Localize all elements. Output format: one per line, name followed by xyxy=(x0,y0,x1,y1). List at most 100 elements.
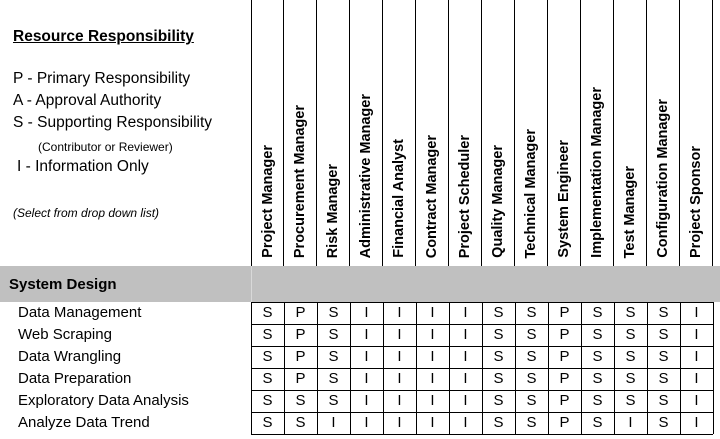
role-header-implementation-manager: Implementation Manager xyxy=(581,0,614,266)
responsibility-cell[interactable]: P xyxy=(559,348,570,365)
role-label: Quality Manager xyxy=(490,145,506,258)
role-label: Project Sponsor xyxy=(688,146,704,258)
responsibility-cell[interactable]: I xyxy=(463,348,468,365)
responsibility-cell[interactable]: I xyxy=(364,326,369,343)
responsibility-cell[interactable]: S xyxy=(658,370,669,387)
responsibility-cell[interactable]: S xyxy=(658,392,669,409)
role-label: Risk Manager xyxy=(325,163,341,258)
responsibility-cell[interactable]: S xyxy=(526,414,537,431)
responsibility-cell[interactable]: I xyxy=(694,370,699,387)
responsibility-cell[interactable]: S xyxy=(526,370,537,387)
responsibility-cell[interactable]: S xyxy=(592,326,603,343)
responsibility-cell[interactable]: I xyxy=(364,414,369,431)
responsibility-cell[interactable]: I xyxy=(463,414,468,431)
responsibility-cell[interactable]: I xyxy=(430,370,435,387)
responsibility-cell[interactable]: S xyxy=(625,304,636,321)
responsibility-cell[interactable]: S xyxy=(493,414,504,431)
responsibility-cell[interactable]: P xyxy=(295,304,306,321)
responsibility-cell[interactable]: S xyxy=(658,326,669,343)
responsibility-cell[interactable]: P xyxy=(295,348,306,365)
role-label: System Engineer xyxy=(556,140,572,258)
responsibility-cell[interactable]: S xyxy=(625,326,636,343)
responsibility-cell[interactable]: S xyxy=(592,304,603,321)
responsibility-cell[interactable]: S xyxy=(625,370,636,387)
responsibility-cell[interactable]: S xyxy=(625,392,636,409)
responsibility-cell[interactable]: I xyxy=(694,304,699,321)
responsibility-cell[interactable]: I xyxy=(463,304,468,321)
responsibility-cell[interactable]: S xyxy=(526,326,537,343)
responsibility-cell[interactable]: I xyxy=(397,392,402,409)
role-header-project-manager: Project Manager xyxy=(251,0,284,266)
responsibility-cell[interactable]: I xyxy=(430,304,435,321)
responsibility-cell[interactable]: P xyxy=(559,370,570,387)
responsibility-cell[interactable]: I xyxy=(364,348,369,365)
responsibility-cell[interactable]: S xyxy=(625,348,636,365)
grid-hline xyxy=(251,302,713,303)
responsibility-cell[interactable]: S xyxy=(295,414,306,431)
responsibility-cell[interactable]: S xyxy=(658,304,669,321)
responsibility-cell[interactable]: P xyxy=(295,326,306,343)
role-header-financial-analyst: Financial Analyst xyxy=(383,0,416,266)
responsibility-cell[interactable]: S xyxy=(328,370,339,387)
responsibility-cell[interactable]: I xyxy=(628,414,633,431)
role-header-quality-manager: Quality Manager xyxy=(482,0,515,266)
responsibility-cell[interactable]: S xyxy=(262,392,273,409)
legend-supporting: S - Supporting Responsibility xyxy=(13,114,213,131)
responsibility-cell[interactable]: S xyxy=(592,348,603,365)
responsibility-cell[interactable]: S xyxy=(328,326,339,343)
responsibility-cell[interactable]: S xyxy=(262,326,273,343)
responsibility-cell[interactable]: P xyxy=(559,304,570,321)
responsibility-cell[interactable]: S xyxy=(592,414,603,431)
responsibility-cell[interactable]: S xyxy=(658,348,669,365)
responsibility-cell[interactable]: S xyxy=(262,414,273,431)
responsibility-cell[interactable]: P xyxy=(559,414,570,431)
responsibility-cell[interactable]: P xyxy=(559,326,570,343)
responsibility-cell[interactable]: S xyxy=(328,304,339,321)
responsibility-cell[interactable]: I xyxy=(463,326,468,343)
role-label: Test Manager xyxy=(622,165,638,258)
responsibility-cell[interactable]: S xyxy=(328,392,339,409)
responsibility-cell[interactable]: S xyxy=(493,348,504,365)
responsibility-cell[interactable]: I xyxy=(430,414,435,431)
responsibility-cell[interactable]: S xyxy=(493,326,504,343)
responsibility-cell[interactable]: I xyxy=(694,326,699,343)
responsibility-cell[interactable]: S xyxy=(526,392,537,409)
task-name: Web Scraping xyxy=(18,326,112,343)
responsibility-cell[interactable]: I xyxy=(430,326,435,343)
responsibility-cell[interactable]: S xyxy=(262,304,273,321)
responsibility-cell[interactable]: I xyxy=(397,414,402,431)
responsibility-cell[interactable]: I xyxy=(430,348,435,365)
responsibility-cell[interactable]: I xyxy=(430,392,435,409)
responsibility-cell[interactable]: P xyxy=(559,392,570,409)
responsibility-cell[interactable]: S xyxy=(592,370,603,387)
responsibility-cell[interactable]: S xyxy=(493,370,504,387)
grid-hline xyxy=(251,324,713,325)
responsibility-cell[interactable]: I xyxy=(463,370,468,387)
responsibility-cell[interactable]: I xyxy=(397,348,402,365)
responsibility-cell[interactable]: I xyxy=(463,392,468,409)
responsibility-cell[interactable]: I xyxy=(364,370,369,387)
responsibility-cell[interactable]: S xyxy=(493,392,504,409)
responsibility-cell[interactable]: S xyxy=(493,304,504,321)
responsibility-cell[interactable]: I xyxy=(694,414,699,431)
responsibility-cell[interactable]: I xyxy=(694,348,699,365)
responsibility-cell[interactable]: S xyxy=(658,414,669,431)
responsibility-cell[interactable]: S xyxy=(592,392,603,409)
responsibility-cell[interactable]: I xyxy=(364,392,369,409)
responsibility-cell[interactable]: S xyxy=(526,304,537,321)
responsibility-cell[interactable]: S xyxy=(295,392,306,409)
responsibility-cell[interactable]: S xyxy=(526,348,537,365)
responsibility-cell[interactable]: I xyxy=(397,304,402,321)
role-header-system-engineer: System Engineer xyxy=(548,0,581,266)
responsibility-cell[interactable]: P xyxy=(295,370,306,387)
grid-hline xyxy=(251,346,713,347)
responsibility-cell[interactable]: S xyxy=(262,370,273,387)
responsibility-cell[interactable]: I xyxy=(397,370,402,387)
responsibility-cell[interactable]: I xyxy=(331,414,336,431)
responsibility-cell[interactable]: I xyxy=(397,326,402,343)
responsibility-cell[interactable]: S xyxy=(328,348,339,365)
grid-hline xyxy=(251,434,713,435)
responsibility-cell[interactable]: I xyxy=(364,304,369,321)
responsibility-cell[interactable]: I xyxy=(694,392,699,409)
responsibility-cell[interactable]: S xyxy=(262,348,273,365)
